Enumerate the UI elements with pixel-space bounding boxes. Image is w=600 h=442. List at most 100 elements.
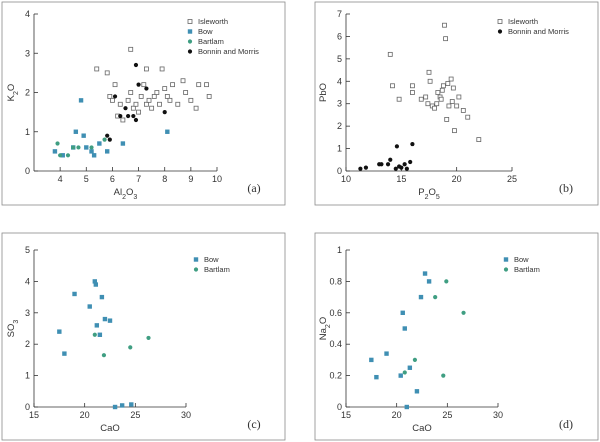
- data-point: [454, 103, 460, 109]
- x-tick-label: 9: [188, 174, 193, 184]
- data-point: [146, 335, 151, 341]
- data-point: [432, 105, 437, 111]
- x-tick-label: 25: [507, 174, 517, 184]
- data-point: [165, 129, 170, 134]
- x-tick-label: 5: [84, 174, 89, 184]
- data-point: [385, 162, 391, 167]
- data-point: [84, 145, 89, 150]
- data-point: [94, 323, 100, 328]
- legend-marker: [187, 29, 193, 34]
- data-point: [423, 94, 429, 100]
- data-point: [72, 291, 77, 297]
- legend-marker: [503, 267, 509, 272]
- data-point: [71, 145, 76, 150]
- data-point: [404, 404, 409, 410]
- data-point: [206, 94, 212, 99]
- data-point: [452, 128, 457, 134]
- data-point: [154, 90, 160, 95]
- data-point: [374, 374, 379, 380]
- legend-marker: [193, 267, 199, 272]
- data-point: [167, 97, 173, 103]
- y-tick-label: 0: [25, 402, 30, 412]
- y-tick-label: 1: [25, 371, 30, 381]
- data-point: [407, 365, 413, 370]
- data-point: [133, 117, 139, 123]
- panel-label: (a): [247, 181, 260, 195]
- data-point: [399, 165, 404, 170]
- data-point: [107, 137, 112, 142]
- data-point: [78, 98, 84, 103]
- data-point: [87, 304, 92, 309]
- x-tick-label: 8: [162, 174, 167, 184]
- data-point: [164, 94, 170, 99]
- data-point: [105, 149, 110, 154]
- data-point: [435, 90, 441, 95]
- x-tick-label: 25: [130, 410, 140, 420]
- data-point: [91, 153, 97, 158]
- chart-panel-1: 4 5 6 7 8 9 10 0 1 2 3 4 Al2O3 K2O (a) IsleworthBowBart…: [1, 1, 286, 206]
- data-point: [81, 133, 86, 138]
- data-point: [62, 351, 67, 356]
- data-point: [409, 90, 415, 95]
- data-point: [400, 310, 405, 315]
- series-bow: [369, 271, 432, 410]
- data-point: [144, 86, 149, 91]
- x-tick-label: 10: [212, 174, 222, 184]
- data-point: [89, 149, 94, 154]
- panel-frame: [1, 1, 286, 206]
- y-tick-label: 3: [25, 308, 30, 318]
- data-point: [130, 105, 136, 111]
- legend-label: Bartlam: [198, 37, 224, 46]
- panel-label: (d): [559, 417, 573, 431]
- y-tick-label: 0: [337, 402, 342, 412]
- data-point: [170, 82, 175, 88]
- y-tick-label: 6: [337, 31, 342, 41]
- panel-frame: [314, 232, 599, 441]
- y-axis-label: PbO: [318, 83, 329, 102]
- data-point: [425, 101, 431, 107]
- data-point: [369, 357, 374, 363]
- data-point: [188, 97, 194, 103]
- data-point: [394, 144, 400, 149]
- x-tick-label: 6: [110, 174, 115, 184]
- y-tick-label: 1: [337, 144, 342, 154]
- data-point: [412, 357, 418, 362]
- legend-label: Bow: [198, 27, 213, 36]
- data-point: [120, 141, 126, 146]
- data-point: [105, 133, 110, 138]
- data-point: [65, 153, 71, 158]
- data-point: [390, 83, 395, 89]
- x-axis-label: P2O5: [418, 187, 440, 201]
- data-point: [118, 113, 123, 119]
- y-tick-label: 5: [25, 245, 30, 255]
- data-point: [402, 162, 407, 167]
- data-point: [446, 103, 452, 109]
- legend-marker: [503, 257, 509, 262]
- y-tick-label: 5: [337, 54, 342, 64]
- x-tick-label: 4: [58, 174, 63, 184]
- y-axis-label: SO3: [6, 320, 20, 338]
- data-point: [128, 90, 134, 95]
- data-point: [131, 113, 136, 119]
- data-point: [449, 99, 455, 104]
- data-point: [363, 165, 369, 170]
- data-point: [104, 70, 110, 76]
- legend-label: Bonnin and Morris: [198, 47, 259, 56]
- panel-frame: [314, 1, 599, 206]
- data-point: [52, 149, 58, 154]
- y-tick-label: 2: [337, 121, 342, 131]
- data-point: [162, 110, 167, 115]
- data-point: [393, 166, 398, 171]
- data-point: [123, 106, 128, 111]
- y-axis-label: Na2O: [318, 317, 332, 340]
- data-point: [444, 279, 449, 284]
- data-point: [193, 105, 199, 111]
- data-point: [149, 105, 155, 111]
- data-point: [379, 162, 384, 167]
- data-point: [144, 101, 149, 107]
- legend-marker: [497, 19, 503, 24]
- data-point: [76, 145, 81, 150]
